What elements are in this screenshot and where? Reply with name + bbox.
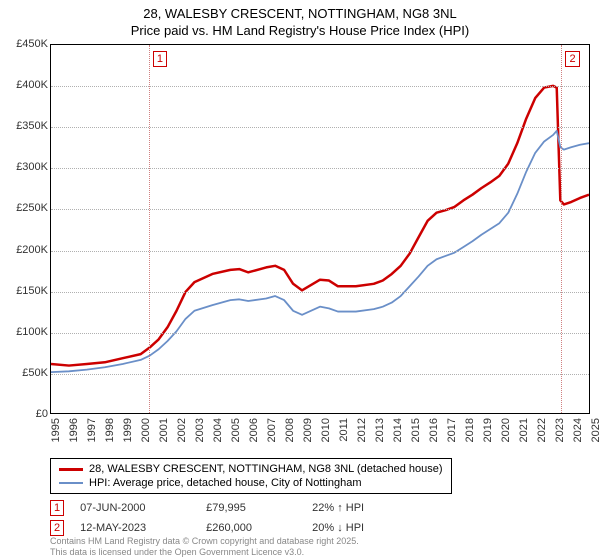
y-axis-label: £0 xyxy=(36,408,48,420)
annotation-badge: 1 xyxy=(153,51,167,67)
gridline-h xyxy=(51,168,589,169)
x-axis-label: 2000 xyxy=(140,418,152,442)
x-axis-label: 2025 xyxy=(590,418,600,442)
x-axis-label: 2016 xyxy=(428,418,440,442)
title-line1: 28, WALESBY CRESCENT, NOTTINGHAM, NG8 3N… xyxy=(0,6,600,23)
legend: 28, WALESBY CRESCENT, NOTTINGHAM, NG8 3N… xyxy=(50,458,452,494)
x-axis-label: 2011 xyxy=(338,418,350,442)
x-axis-label: 2007 xyxy=(266,418,278,442)
x-axis-label: 2003 xyxy=(194,418,206,442)
chart-svg xyxy=(51,45,589,413)
anno-badge: 1 xyxy=(50,500,64,516)
anno-table-row: 2 12-MAY-2023 £260,000 20% ↓ HPI xyxy=(50,518,412,538)
x-axis-label: 2015 xyxy=(410,418,422,442)
x-axis-label: 2002 xyxy=(176,418,188,442)
anno-price: £79,995 xyxy=(206,502,296,514)
x-axis-label: 2021 xyxy=(518,418,530,442)
x-axis-label: 1995 xyxy=(50,418,62,442)
y-axis-label: £150K xyxy=(16,285,48,297)
x-axis-label: 1996 xyxy=(68,418,80,442)
chart-container: 28, WALESBY CRESCENT, NOTTINGHAM, NG8 3N… xyxy=(0,0,600,560)
y-axis-label: £450K xyxy=(16,38,48,50)
annotation-line xyxy=(149,45,150,413)
title-line2: Price paid vs. HM Land Registry's House … xyxy=(0,23,600,40)
gridline-h xyxy=(51,333,589,334)
x-axis-label: 1999 xyxy=(122,418,134,442)
x-axis-label: 2017 xyxy=(446,418,458,442)
legend-label: 28, WALESBY CRESCENT, NOTTINGHAM, NG8 3N… xyxy=(89,463,443,475)
annotation-line xyxy=(561,45,562,413)
x-axis-label: 2006 xyxy=(248,418,260,442)
gridline-h xyxy=(51,251,589,252)
x-axis-label: 2022 xyxy=(536,418,548,442)
anno-price: £260,000 xyxy=(206,522,296,534)
x-axis-label: 2012 xyxy=(356,418,368,442)
x-axis-label: 1997 xyxy=(86,418,98,442)
x-axis-label: 2014 xyxy=(392,418,404,442)
legend-label: HPI: Average price, detached house, City… xyxy=(89,477,362,489)
x-axis-label: 2009 xyxy=(302,418,314,442)
chart-title: 28, WALESBY CRESCENT, NOTTINGHAM, NG8 3N… xyxy=(0,0,600,40)
x-axis-label: 2023 xyxy=(554,418,566,442)
gridline-h xyxy=(51,374,589,375)
legend-swatch xyxy=(59,482,83,484)
annotation-badge: 2 xyxy=(565,51,579,67)
y-axis-label: £200K xyxy=(16,244,48,256)
footer-attribution: Contains HM Land Registry data © Crown c… xyxy=(50,536,359,558)
y-axis-label: £50K xyxy=(22,367,48,379)
x-axis-label: 2001 xyxy=(158,418,170,442)
legend-swatch xyxy=(59,468,83,471)
footer-line1: Contains HM Land Registry data © Crown c… xyxy=(50,536,359,547)
annotation-table: 1 07-JUN-2000 £79,995 22% ↑ HPI 2 12-MAY-2023… xyxy=(50,498,412,538)
x-axis-label: 2004 xyxy=(212,418,224,442)
anno-pct: 20% ↓ HPI xyxy=(312,522,412,534)
footer-line2: This data is licensed under the Open Gov… xyxy=(50,547,359,558)
y-axis-label: £100K xyxy=(16,326,48,338)
y-axis-label: £250K xyxy=(16,202,48,214)
anno-badge: 2 xyxy=(50,520,64,536)
anno-date: 07-JUN-2000 xyxy=(80,502,190,514)
x-axis-label: 2024 xyxy=(572,418,584,442)
gridline-h xyxy=(51,127,589,128)
y-axis-label: £350K xyxy=(16,120,48,132)
x-axis-label: 2019 xyxy=(482,418,494,442)
anno-table-row: 1 07-JUN-2000 £79,995 22% ↑ HPI xyxy=(50,498,412,518)
x-axis-label: 1998 xyxy=(104,418,116,442)
plot-area: 12 xyxy=(50,44,590,414)
x-axis-label: 2008 xyxy=(284,418,296,442)
legend-item: HPI: Average price, detached house, City… xyxy=(59,476,443,490)
x-axis-label: 2005 xyxy=(230,418,242,442)
gridline-h xyxy=(51,86,589,87)
y-axis-label: £300K xyxy=(16,161,48,173)
anno-date: 12-MAY-2023 xyxy=(80,522,190,534)
x-axis-label: 2020 xyxy=(500,418,512,442)
y-axis-label: £400K xyxy=(16,79,48,91)
gridline-h xyxy=(51,292,589,293)
x-axis-label: 2013 xyxy=(374,418,386,442)
gridline-h xyxy=(51,209,589,210)
x-axis-label: 2018 xyxy=(464,418,476,442)
anno-pct: 22% ↑ HPI xyxy=(312,502,412,514)
legend-item: 28, WALESBY CRESCENT, NOTTINGHAM, NG8 3N… xyxy=(59,462,443,476)
x-axis-label: 2010 xyxy=(320,418,332,442)
